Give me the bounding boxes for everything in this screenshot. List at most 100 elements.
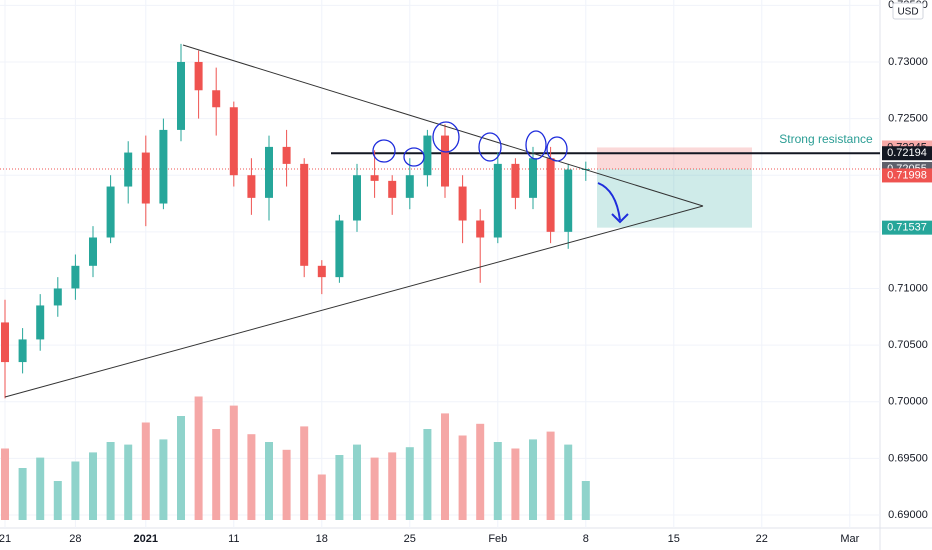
y-tick-label: 0.69500 (888, 452, 928, 464)
volume-bar (177, 416, 185, 520)
candle-body (476, 220, 485, 238)
x-tick-label: 2021 (134, 533, 158, 545)
x-tick-label: 21 (0, 533, 11, 545)
candle-body (106, 186, 115, 238)
candle-body (1, 322, 9, 363)
x-tick-label: 28 (69, 533, 81, 545)
circle-mark (432, 121, 460, 153)
volume-bar (317, 474, 326, 520)
currency: USD (897, 7, 918, 18)
drawings (4, 44, 704, 398)
volume-bar (476, 423, 485, 520)
y-tick-label: 0.73000 (888, 56, 928, 68)
circle-mark (478, 132, 502, 162)
candle-body (89, 237, 97, 266)
candle-body (282, 146, 291, 164)
volume-bar (1, 448, 9, 520)
volume-bar (388, 452, 397, 520)
x-tick-label: 11 (228, 533, 239, 545)
volume-bar (89, 452, 97, 520)
circle-mark (525, 130, 547, 160)
x-tick-label: 25 (404, 533, 416, 545)
volume-bar (53, 481, 62, 520)
volume-bar (265, 442, 273, 520)
y-tick-label: 0.71000 (888, 282, 928, 294)
price-label: 0.72194 (887, 147, 927, 159)
volume-bar (529, 439, 537, 520)
candle-body (441, 135, 449, 187)
annotation: Strong resistance (779, 132, 873, 146)
candle-body (53, 288, 62, 306)
volume-bar (441, 413, 449, 520)
volume-bar (229, 405, 238, 520)
trend-line (4, 205, 704, 398)
volume-bar (106, 442, 115, 520)
volume-bar (370, 457, 379, 520)
candle-body (177, 61, 185, 130)
volume-bar (141, 422, 150, 520)
candle-body (546, 158, 555, 232)
candle-body (370, 175, 379, 181)
candle-body (212, 90, 221, 108)
volume-bar (124, 444, 133, 520)
stop-zone (597, 147, 752, 169)
volume-bar (353, 444, 361, 520)
arrow-head (611, 213, 629, 224)
candle-body (353, 175, 361, 221)
candle-body (493, 163, 502, 238)
candle-layer (1, 43, 590, 399)
price-label-box (882, 146, 932, 161)
candle-body (247, 175, 256, 198)
volume-bar (458, 435, 467, 520)
y-tick-label: 0.70000 (888, 396, 928, 408)
volume-bar (71, 461, 80, 520)
candle-body (141, 152, 150, 204)
volume-bar (36, 457, 45, 520)
candle-body (194, 61, 203, 91)
candle-body (18, 339, 27, 363)
x-tick-label: Mar (840, 533, 859, 545)
volume-bar (493, 442, 502, 520)
volume-bar (405, 447, 414, 520)
volume-bar (581, 481, 590, 520)
price-label: 0.71998 (887, 169, 927, 181)
volume-bar (511, 448, 520, 520)
candle-body (405, 175, 414, 198)
price-label-box (882, 220, 932, 235)
y-tick-label: 0.72500 (888, 112, 928, 124)
candle-body (265, 146, 273, 198)
arrow (597, 182, 621, 221)
candle-body (159, 129, 168, 204)
candle-body (317, 265, 326, 278)
candle-body (335, 220, 344, 278)
candle-body (511, 163, 520, 198)
circle-mark (546, 136, 568, 162)
volume-bar (546, 431, 555, 520)
volume-layer (1, 396, 590, 520)
x-tick-label: 8 (583, 533, 589, 545)
trend-line (182, 44, 704, 207)
currency-box (892, 2, 924, 20)
y-tick-label: 0.69000 (888, 509, 928, 521)
volume-bar (300, 426, 309, 520)
candle-body (229, 107, 238, 176)
candle-body (388, 180, 397, 198)
volume-bar (423, 429, 432, 520)
candle-body (300, 163, 309, 266)
x-tick-label: 15 (668, 533, 680, 545)
price-label-box (882, 168, 932, 183)
volume-bar (247, 434, 256, 520)
price-label: 0.71537 (887, 222, 927, 234)
volume-bar (335, 455, 344, 520)
y-tick-label: 0.70500 (888, 339, 928, 351)
candle-body (71, 265, 80, 289)
candle-body (529, 158, 537, 198)
x-tick-label: 18 (316, 533, 328, 545)
x-tick-label: 22 (756, 533, 768, 545)
candle-body (458, 186, 467, 221)
candle-body (124, 152, 133, 187)
volume-bar (18, 468, 27, 520)
circle-mark (403, 147, 425, 167)
